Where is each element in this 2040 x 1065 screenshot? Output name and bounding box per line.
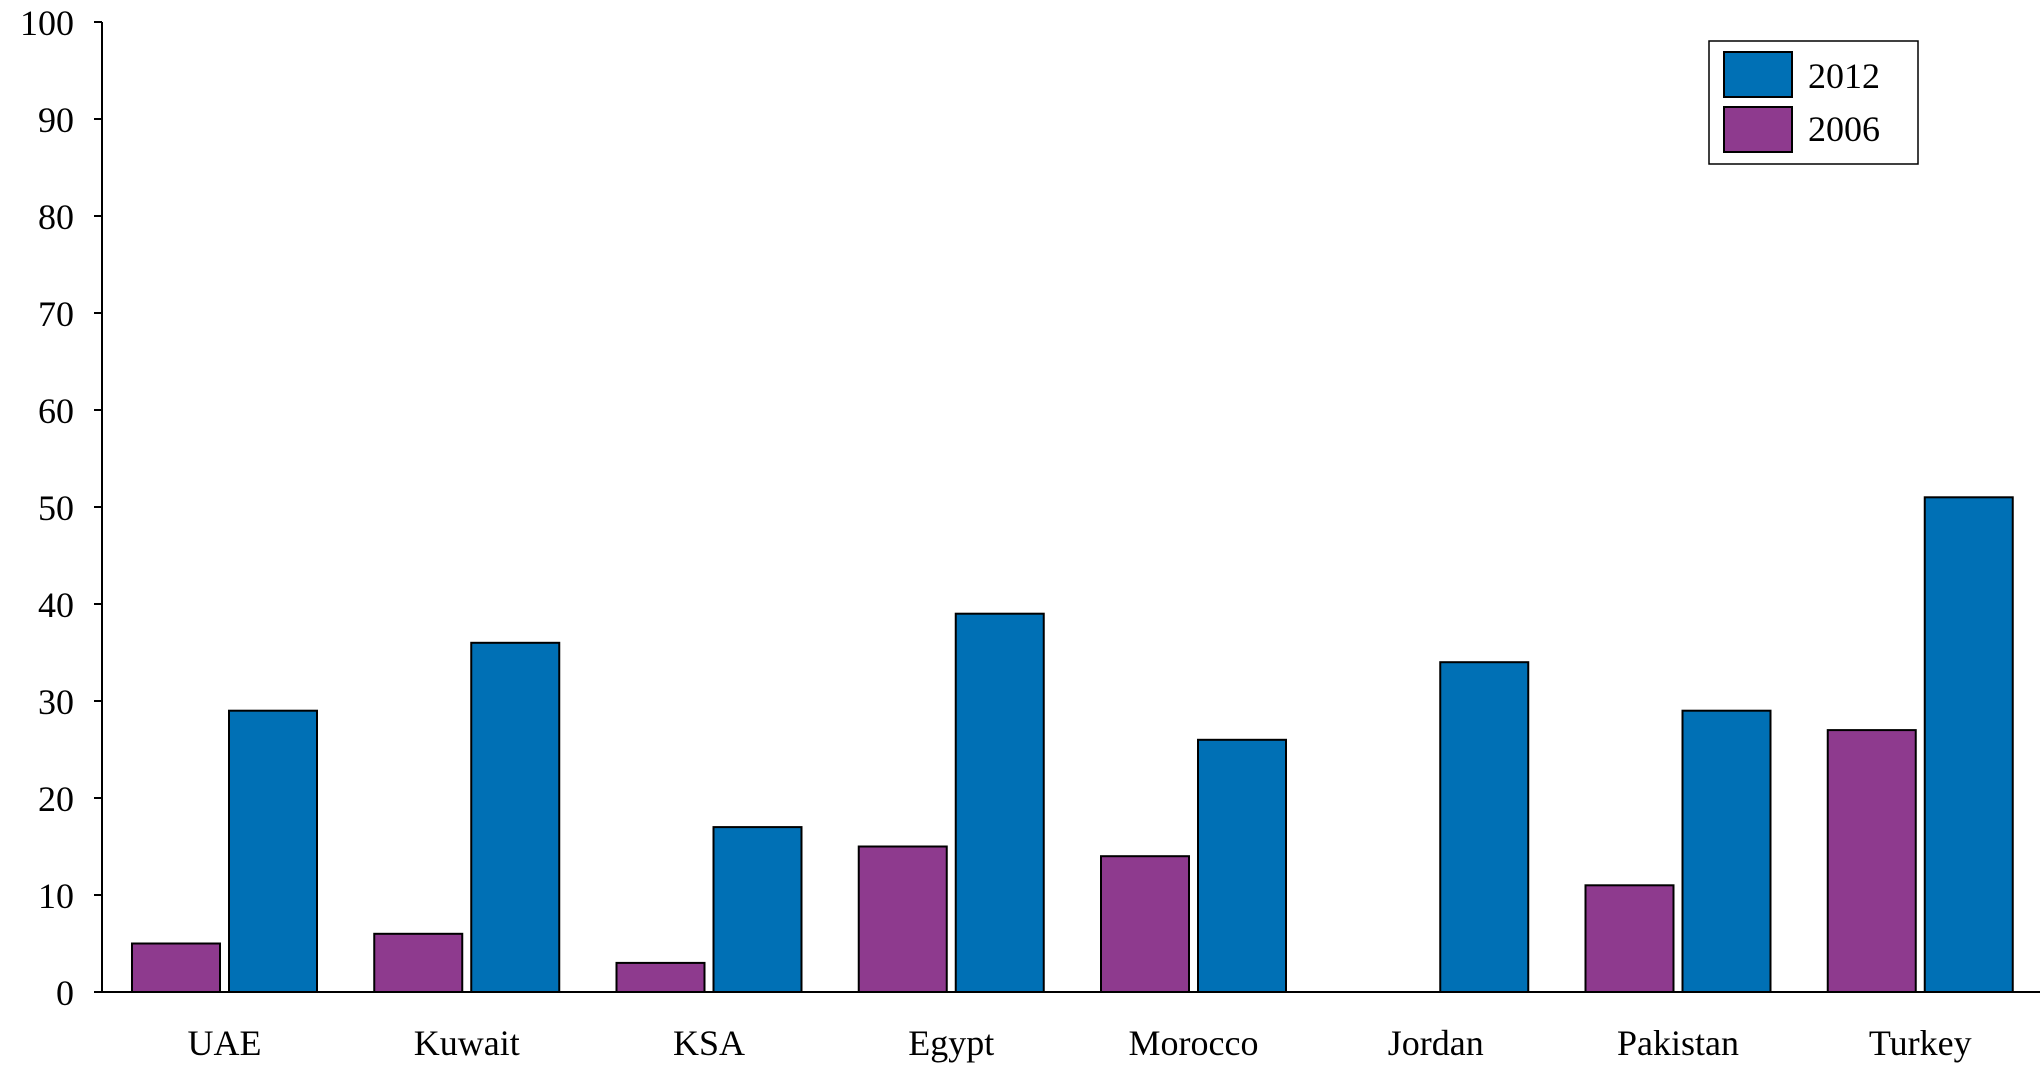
x-tick-label: Egypt [908,1023,994,1063]
bar-egypt-2012 [954,612,1045,993]
y-tick-label: 0 [56,973,74,1013]
bar-uae-2012 [228,709,318,993]
y-tick-label: 10 [38,876,74,916]
x-tick-label: Kuwait [414,1023,520,1063]
bar-kuwait-2006 [373,932,464,993]
bar-egypt-2006 [857,845,948,993]
bar-pakistan-2012 [1681,709,1772,993]
legend-label-2012: 2012 [1808,56,1880,96]
legend: 2012 2006 [1708,40,1919,165]
y-axis-ticks: 0 10 20 30 40 50 60 70 80 90 100 [20,3,102,1013]
legend-label-2006: 2006 [1808,109,1880,149]
y-tick-label: 100 [20,3,74,43]
bar-turkey-2012 [1923,496,2014,993]
y-tick-label: 70 [38,294,74,334]
bar-pakistan-2006 [1584,884,1675,993]
bar-morocco-2012 [1197,738,1287,993]
legend-swatch-2006 [1723,106,1793,153]
x-tick-label: UAE [188,1023,262,1063]
x-tick-label: Jordan [1388,1023,1484,1063]
bar-uae-2006 [131,942,221,993]
x-axis-labels: UAE Kuwait KSA Egypt Morocco Jordan Pakistan Tu… [188,1023,1972,1063]
y-tick-label: 60 [38,391,74,431]
x-tick-label: KSA [673,1023,745,1063]
bar-jordan-2012 [1439,661,1530,993]
x-tick-label: Pakistan [1617,1023,1739,1063]
bar-morocco-2006 [1100,855,1190,994]
y-tick-label: 40 [38,585,74,625]
y-tick-label: 80 [38,197,74,237]
x-tick-label: Morocco [1129,1023,1259,1063]
y-tick-label: 20 [38,779,74,819]
y-tick-label: 50 [38,488,74,528]
y-tick-label: 30 [38,682,74,722]
legend-swatch-2012 [1723,51,1793,98]
y-tick-label: 90 [38,100,74,140]
x-tick-label: Turkey [1869,1023,1972,1063]
bars [131,496,2014,994]
bar-turkey-2006 [1826,729,1917,993]
bar-ksa-2006 [615,961,706,994]
bar-ksa-2012 [712,826,803,993]
bar-kuwait-2012 [470,641,561,993]
